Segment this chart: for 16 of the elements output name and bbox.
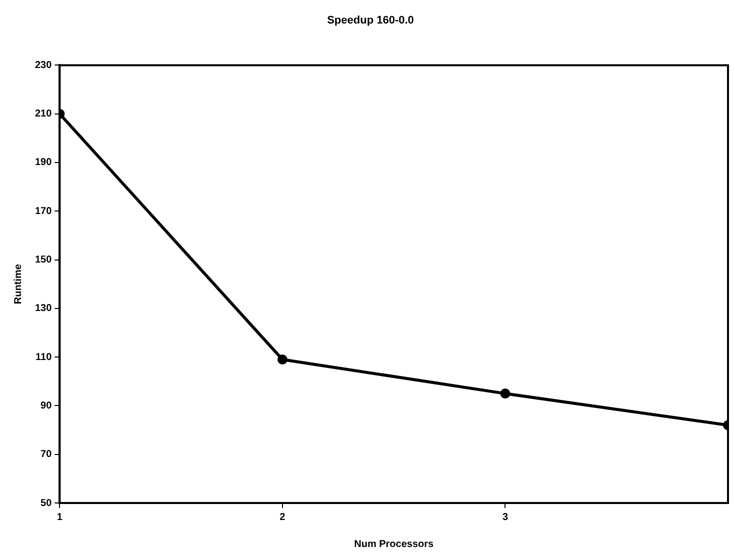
- y-tick-label: 70: [40, 449, 52, 460]
- x-tick-label: 3: [502, 512, 508, 523]
- y-tick-label: 50: [40, 498, 52, 509]
- x-tick-label: 2: [280, 512, 286, 523]
- y-tick-label: 150: [34, 254, 52, 266]
- y-tick-label: 90: [40, 400, 52, 412]
- y-tick-label: 190: [34, 157, 52, 168]
- y-tick-label: 170: [34, 206, 52, 217]
- y-tick-label: 130: [34, 303, 52, 314]
- x-tick-label: 1: [56, 512, 63, 523]
- y-tick-label: 230: [34, 60, 52, 71]
- y-tick-label: 110: [36, 352, 52, 363]
- x-axis-title: Num Processors: [354, 538, 434, 550]
- y-axis-title: Runtime: [12, 264, 24, 304]
- chart-title: Speedup 160-0.0: [327, 14, 414, 27]
- y-tick-label: 210: [34, 108, 52, 120]
